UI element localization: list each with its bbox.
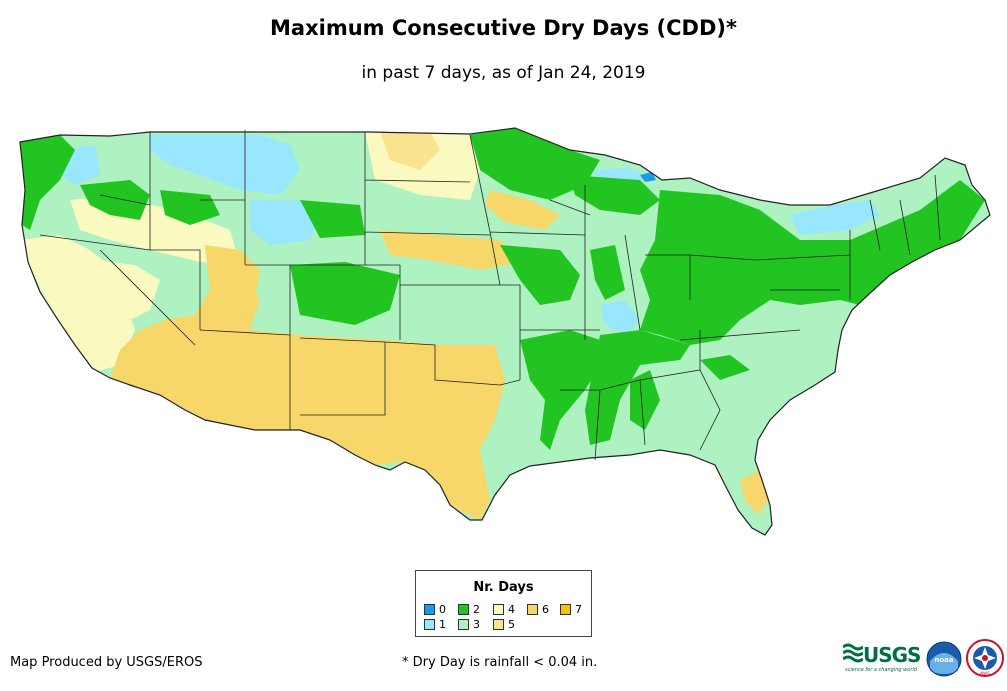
zone-2-days <box>590 245 625 300</box>
legend-item-4: 4 <box>493 604 515 615</box>
legend-swatch <box>458 604 469 615</box>
zone-2-days <box>80 180 150 220</box>
legend-item-1: 1 <box>424 619 446 630</box>
legend-swatch <box>458 619 469 630</box>
footnote: * Dry Day is rainfall < 0.04 in. <box>402 655 598 670</box>
legend-item-2: 2 <box>458 604 480 615</box>
zone-1-day <box>600 300 640 335</box>
zone-2-days <box>700 355 750 380</box>
zone-6-days <box>740 470 768 515</box>
svg-text:NWS: NWS <box>980 671 990 676</box>
zone-1-day <box>250 200 320 245</box>
map-subtitle: in past 7 days, as of Jan 24, 2019 <box>361 63 646 83</box>
map-credit: Map Produced by USGS/EROS <box>10 655 203 670</box>
legend-swatch <box>493 604 504 615</box>
usgs-logo: USGS <box>863 643 921 667</box>
zone-2-days <box>300 200 365 238</box>
zone-1-day <box>790 200 880 235</box>
zone-6-days <box>380 230 520 270</box>
legend-item-0: 0 <box>424 604 446 615</box>
zone-4-days <box>95 260 160 320</box>
zone-2-days <box>160 190 220 225</box>
map-title: Maximum Consecutive Dry Days (CDD)* <box>270 16 737 40</box>
usgs-tagline: science for a changing world <box>845 667 917 673</box>
legend-item-7: 7 <box>560 604 582 615</box>
legend-swatch <box>493 619 504 630</box>
zone-2-days <box>500 245 580 305</box>
zone-2-days <box>20 135 75 230</box>
legend-swatch <box>527 604 538 615</box>
zone-6-days <box>110 280 505 520</box>
zone-2-days <box>570 175 660 215</box>
legend-item-3: 3 <box>458 619 480 630</box>
legend-title: Nr. Days <box>473 580 534 595</box>
zone-5-days <box>380 132 440 170</box>
zone-2-days <box>585 330 690 445</box>
legend-swatch <box>424 604 435 615</box>
svg-text:noaa: noaa <box>934 656 954 664</box>
zone-0-days <box>640 172 656 182</box>
nws-logo: NWS <box>966 639 1004 677</box>
zone-2-days <box>290 262 400 325</box>
us-dry-days-map <box>19 127 991 536</box>
legend-swatch <box>424 619 435 630</box>
legend: Nr. Days 0 1 2 3 4 5 6 7 <box>415 570 592 637</box>
agency-logos: USGS science for a changing world noaa N… <box>843 637 1004 681</box>
zone-2-days <box>640 180 985 345</box>
legend-item-6: 6 <box>527 604 549 615</box>
zone-6-days <box>485 190 560 230</box>
zone-2-days <box>470 128 600 200</box>
state-boundaries <box>39 130 941 461</box>
zone-1-day <box>150 135 300 195</box>
zone-6-days <box>205 245 260 310</box>
legend-item-5: 5 <box>493 619 515 630</box>
zone-2-days <box>630 370 660 430</box>
legend-swatch <box>560 604 571 615</box>
usgs-wave-icon <box>843 643 863 663</box>
noaa-logo: noaa <box>926 641 962 677</box>
